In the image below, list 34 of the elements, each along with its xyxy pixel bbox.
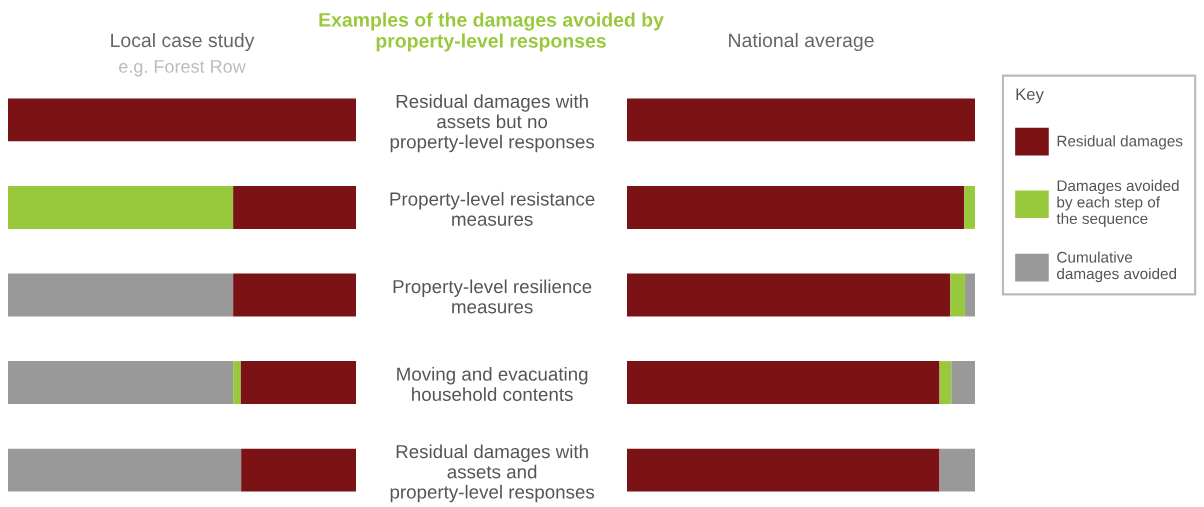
y-tick-label: Residual damages with assets and property-level responses <box>390 444 595 503</box>
text: Examples of the damages avoided by property-level responses <box>319 12 664 52</box>
y-tick-label: Property-level resistance measures <box>390 191 595 226</box>
chart-subtitle: e.g. Forest Row <box>119 60 246 77</box>
bar <box>939 361 952 405</box>
bar <box>627 98 975 142</box>
bar <box>241 448 356 492</box>
bar <box>939 448 975 492</box>
bar <box>8 273 234 317</box>
y-tick-label: Residual damages with assets but no property-level responses <box>390 94 595 153</box>
bar <box>950 273 965 317</box>
chart-title: Local case study <box>111 32 255 52</box>
bar <box>8 448 242 492</box>
bar <box>8 185 234 229</box>
bar <box>964 273 975 317</box>
legend-label: Cumulative damages avoided <box>1057 251 1177 283</box>
bar <box>627 448 940 492</box>
legend-label: Residual damages <box>1057 135 1183 150</box>
legend-title: Key <box>1016 88 1044 104</box>
bar <box>8 98 356 142</box>
bar <box>627 361 940 405</box>
chart-title: National average <box>729 32 874 52</box>
bar <box>8 361 234 405</box>
y-tick-label: Property-level resilience measures <box>393 279 592 314</box>
bar <box>233 185 356 229</box>
bar <box>233 273 356 317</box>
bar <box>240 361 356 405</box>
y-tick-label: Moving and evacuating household contents <box>397 367 588 401</box>
bar <box>964 185 975 229</box>
legend-label: Damages avoided by each step of the sequence <box>1056 179 1179 228</box>
bar <box>627 185 965 229</box>
bar <box>951 361 975 405</box>
bar <box>233 361 241 405</box>
bar <box>627 273 951 317</box>
